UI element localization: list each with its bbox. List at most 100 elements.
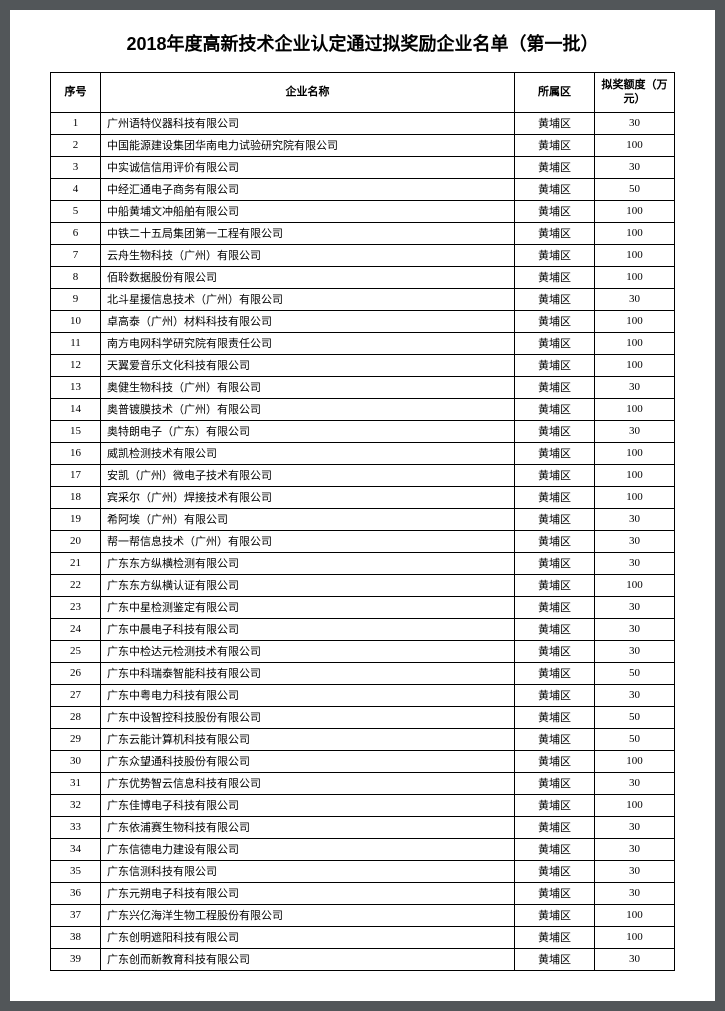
table-row: 17安凯（广州）微电子技术有限公司黄埔区100 [51, 464, 675, 486]
table-cell: 7 [51, 244, 101, 266]
table-cell: 50 [595, 662, 675, 684]
table-cell: 3 [51, 156, 101, 178]
table-cell: 广东中设智控科技股份有限公司 [101, 706, 515, 728]
table-cell: 100 [595, 486, 675, 508]
table-row: 28广东中设智控科技股份有限公司黄埔区50 [51, 706, 675, 728]
table-cell: 30 [595, 860, 675, 882]
table-cell: 34 [51, 838, 101, 860]
table-row: 4中经汇通电子商务有限公司黄埔区50 [51, 178, 675, 200]
table-cell: 8 [51, 266, 101, 288]
table-cell: 广东中粤电力科技有限公司 [101, 684, 515, 706]
page-title: 2018年度高新技术企业认定通过拟奖励企业名单（第一批） [50, 30, 675, 56]
table-row: 37广东兴亿海洋生物工程股份有限公司黄埔区100 [51, 904, 675, 926]
table-cell: 黄埔区 [515, 486, 595, 508]
table-cell: 100 [595, 794, 675, 816]
table-cell: 黄埔区 [515, 750, 595, 772]
table-cell: 广东依浦赛生物科技有限公司 [101, 816, 515, 838]
table-cell: 30 [51, 750, 101, 772]
table-cell: 30 [595, 772, 675, 794]
table-cell: 黄埔区 [515, 310, 595, 332]
table-row: 32广东佳博电子科技有限公司黄埔区100 [51, 794, 675, 816]
table-cell: 30 [595, 552, 675, 574]
table-cell: 黄埔区 [515, 464, 595, 486]
table-cell: 26 [51, 662, 101, 684]
table-cell: 100 [595, 574, 675, 596]
table-cell: 100 [595, 442, 675, 464]
table-cell: 威凯检测技术有限公司 [101, 442, 515, 464]
table-cell: 黄埔区 [515, 618, 595, 640]
enterprise-table: 序号 企业名称 所属区 拟奖额度（万元） 1广州语特仪器科技有限公司黄埔区302… [50, 72, 675, 971]
table-cell: 30 [595, 376, 675, 398]
table-cell: 100 [595, 244, 675, 266]
table-cell: 17 [51, 464, 101, 486]
table-cell: 黄埔区 [515, 222, 595, 244]
table-cell: 30 [595, 640, 675, 662]
table-row: 33广东依浦赛生物科技有限公司黄埔区30 [51, 816, 675, 838]
table-cell: 黄埔区 [515, 420, 595, 442]
table-row: 12天翼爱音乐文化科技有限公司黄埔区100 [51, 354, 675, 376]
col-header-district: 所属区 [515, 73, 595, 113]
table-cell: 32 [51, 794, 101, 816]
table-cell: 30 [595, 618, 675, 640]
table-row: 21广东东方纵横检测有限公司黄埔区30 [51, 552, 675, 574]
table-cell: 广东创明遮阳科技有限公司 [101, 926, 515, 948]
table-cell: 25 [51, 640, 101, 662]
table-cell: 11 [51, 332, 101, 354]
table-cell: 36 [51, 882, 101, 904]
table-cell: 黄埔区 [515, 266, 595, 288]
table-cell: 黄埔区 [515, 134, 595, 156]
table-cell: 4 [51, 178, 101, 200]
table-cell: 黄埔区 [515, 794, 595, 816]
table-cell: 30 [595, 838, 675, 860]
table-cell: 100 [595, 200, 675, 222]
table-cell: 帮一帮信息技术（广州）有限公司 [101, 530, 515, 552]
table-cell: 33 [51, 816, 101, 838]
table-cell: 广东创而新教育科技有限公司 [101, 948, 515, 970]
table-cell: 5 [51, 200, 101, 222]
table-cell: 27 [51, 684, 101, 706]
table-cell: 21 [51, 552, 101, 574]
table-cell: 南方电网科学研究院有限责任公司 [101, 332, 515, 354]
table-cell: 黄埔区 [515, 706, 595, 728]
table-cell: 30 [595, 948, 675, 970]
table-cell: 20 [51, 530, 101, 552]
table-row: 23广东中星检测鉴定有限公司黄埔区30 [51, 596, 675, 618]
table-row: 13奥健生物科技（广州）有限公司黄埔区30 [51, 376, 675, 398]
table-cell: 中船黄埔文冲船舶有限公司 [101, 200, 515, 222]
table-cell: 黄埔区 [515, 640, 595, 662]
table-cell: 黄埔区 [515, 156, 595, 178]
table-cell: 中经汇通电子商务有限公司 [101, 178, 515, 200]
table-cell: 黄埔区 [515, 860, 595, 882]
table-row: 29广东云能计算机科技有限公司黄埔区50 [51, 728, 675, 750]
table-cell: 黄埔区 [515, 574, 595, 596]
table-row: 15奥特朗电子（广东）有限公司黄埔区30 [51, 420, 675, 442]
table-cell: 黄埔区 [515, 178, 595, 200]
table-row: 3中实诚信信用评价有限公司黄埔区30 [51, 156, 675, 178]
table-cell: 希阿埃（广州）有限公司 [101, 508, 515, 530]
table-cell: 黄埔区 [515, 684, 595, 706]
table-cell: 黄埔区 [515, 904, 595, 926]
table-cell: 29 [51, 728, 101, 750]
table-cell: 奥特朗电子（广东）有限公司 [101, 420, 515, 442]
table-cell: 天翼爱音乐文化科技有限公司 [101, 354, 515, 376]
table-row: 1广州语特仪器科技有限公司黄埔区30 [51, 112, 675, 134]
table-cell: 15 [51, 420, 101, 442]
table-cell: 黄埔区 [515, 728, 595, 750]
table-cell: 50 [595, 728, 675, 750]
table-cell: 100 [595, 310, 675, 332]
table-cell: 安凯（广州）微电子技术有限公司 [101, 464, 515, 486]
table-cell: 100 [595, 904, 675, 926]
col-header-name: 企业名称 [101, 73, 515, 113]
table-cell: 16 [51, 442, 101, 464]
table-cell: 中铁二十五局集团第一工程有限公司 [101, 222, 515, 244]
table-row: 11南方电网科学研究院有限责任公司黄埔区100 [51, 332, 675, 354]
table-cell: 黄埔区 [515, 838, 595, 860]
table-cell: 10 [51, 310, 101, 332]
col-header-amount: 拟奖额度（万元） [595, 73, 675, 113]
table-cell: 黄埔区 [515, 508, 595, 530]
table-cell: 黄埔区 [515, 882, 595, 904]
table-cell: 30 [595, 816, 675, 838]
table-cell: 100 [595, 464, 675, 486]
table-cell: 黄埔区 [515, 530, 595, 552]
table-cell: 黄埔区 [515, 596, 595, 618]
